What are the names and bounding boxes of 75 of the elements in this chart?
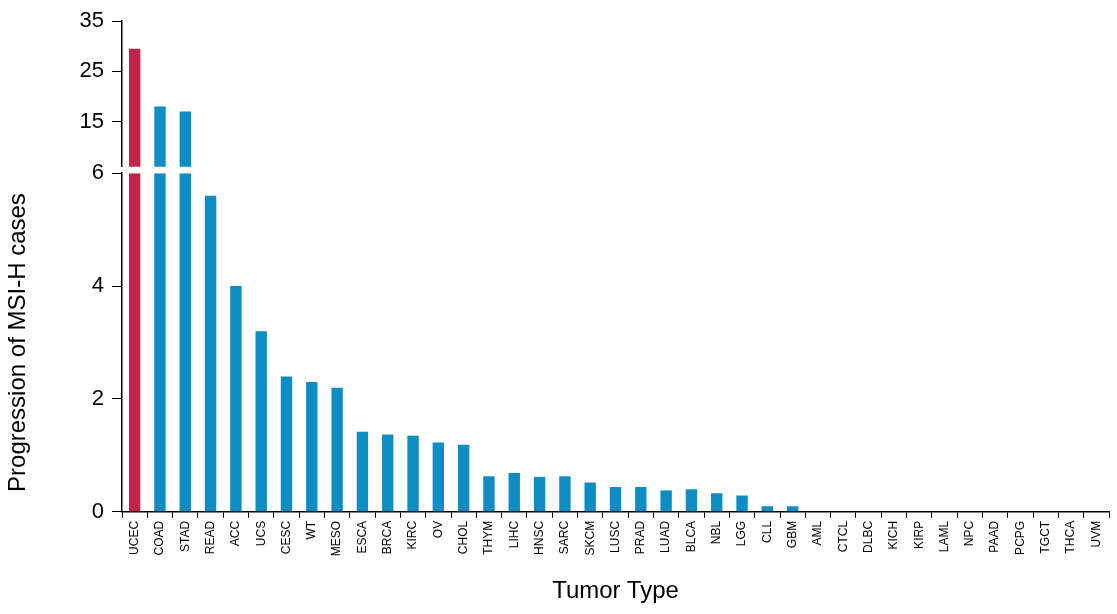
bar xyxy=(306,382,318,512)
bar xyxy=(736,495,748,512)
bar xyxy=(204,195,217,512)
bar xyxy=(609,487,622,512)
bar xyxy=(635,487,647,512)
x-tick-label: KIRP xyxy=(911,520,926,549)
bar xyxy=(457,444,470,512)
x-tick-label: PCPG xyxy=(1012,520,1027,555)
x-tick-label: PRAD xyxy=(633,520,648,555)
x-tick-label: CESC xyxy=(278,520,293,555)
x-tick-label: PAAD xyxy=(987,520,1002,553)
x-tick-label: LIHC xyxy=(506,520,521,549)
x-tick-label: CHOL xyxy=(455,520,470,555)
x-tick-label: STAD xyxy=(177,520,192,552)
x-tick-label: OV xyxy=(430,520,445,539)
x-tick-label: SKCM xyxy=(582,520,597,556)
bar xyxy=(584,482,596,512)
x-tick-label: KICH xyxy=(886,520,901,550)
x-tick-label: ACC xyxy=(228,520,243,547)
bar xyxy=(407,435,419,512)
x-tick-label: COAD xyxy=(152,520,167,556)
bar xyxy=(255,331,267,512)
bar xyxy=(786,506,799,512)
x-tick-label: THCA xyxy=(1063,520,1078,554)
x-tick-label: LUAD xyxy=(658,520,673,553)
x-tick-label: NBL xyxy=(709,520,724,545)
bar xyxy=(711,493,723,512)
bar xyxy=(179,173,191,512)
bar xyxy=(154,173,166,512)
x-tick-label: UCS xyxy=(253,520,268,547)
bar xyxy=(508,472,520,512)
bar xyxy=(533,476,546,512)
x-axis-title: Tumor Type xyxy=(552,576,679,604)
x-tick-label: READ xyxy=(202,520,217,555)
bar xyxy=(685,489,698,512)
x-tick-label: LUSC xyxy=(607,520,622,553)
x-tick-label: BLCA xyxy=(683,520,698,553)
x-tick-label: TGCT xyxy=(1038,520,1053,554)
bar xyxy=(432,442,445,512)
bar xyxy=(230,286,242,512)
x-tick-label: CLL xyxy=(759,520,774,543)
bar xyxy=(128,173,141,512)
x-tick-label: LAML xyxy=(936,520,951,553)
y-tick-label: 4 xyxy=(91,272,104,298)
x-tick-label: THYM xyxy=(481,520,496,555)
bar xyxy=(280,376,293,512)
x-tick-label: SARC xyxy=(557,520,572,555)
x-tick-label: AML xyxy=(810,520,825,546)
x-tick-label: KIRC xyxy=(405,520,420,550)
y-tick-label: 2 xyxy=(91,385,104,411)
bar xyxy=(761,506,774,512)
bar xyxy=(660,490,672,512)
bar xyxy=(356,431,369,512)
x-tick-label: BRCA xyxy=(380,520,395,555)
bar xyxy=(559,476,571,512)
y-axis-title: Progression of MSI-H cases xyxy=(3,193,31,492)
x-tick-label: UCEC xyxy=(126,520,141,555)
x-tick-label: DLBC xyxy=(860,520,875,553)
y-tick-label: 25 xyxy=(79,57,104,83)
x-tick-label: MESO xyxy=(329,520,344,557)
x-tick-label: GBM xyxy=(784,520,799,549)
x-tick-label: NPC xyxy=(962,520,977,547)
y-tick-label: 15 xyxy=(79,107,104,133)
y-tick-label: 6 xyxy=(91,159,104,185)
bar xyxy=(382,434,394,512)
y-tick-label: 35 xyxy=(79,7,104,33)
bar xyxy=(331,387,343,512)
x-tick-label: UVM xyxy=(1088,520,1103,548)
x-tick-label: CTCL xyxy=(835,520,850,553)
x-tick-label: ESCA xyxy=(354,520,369,554)
bar xyxy=(483,476,495,512)
y-tick-label: 0 xyxy=(91,497,104,523)
x-tick-label: LGG xyxy=(734,520,749,547)
x-tick-label: WT xyxy=(304,520,319,540)
x-tick-label: HNSC xyxy=(531,520,546,555)
